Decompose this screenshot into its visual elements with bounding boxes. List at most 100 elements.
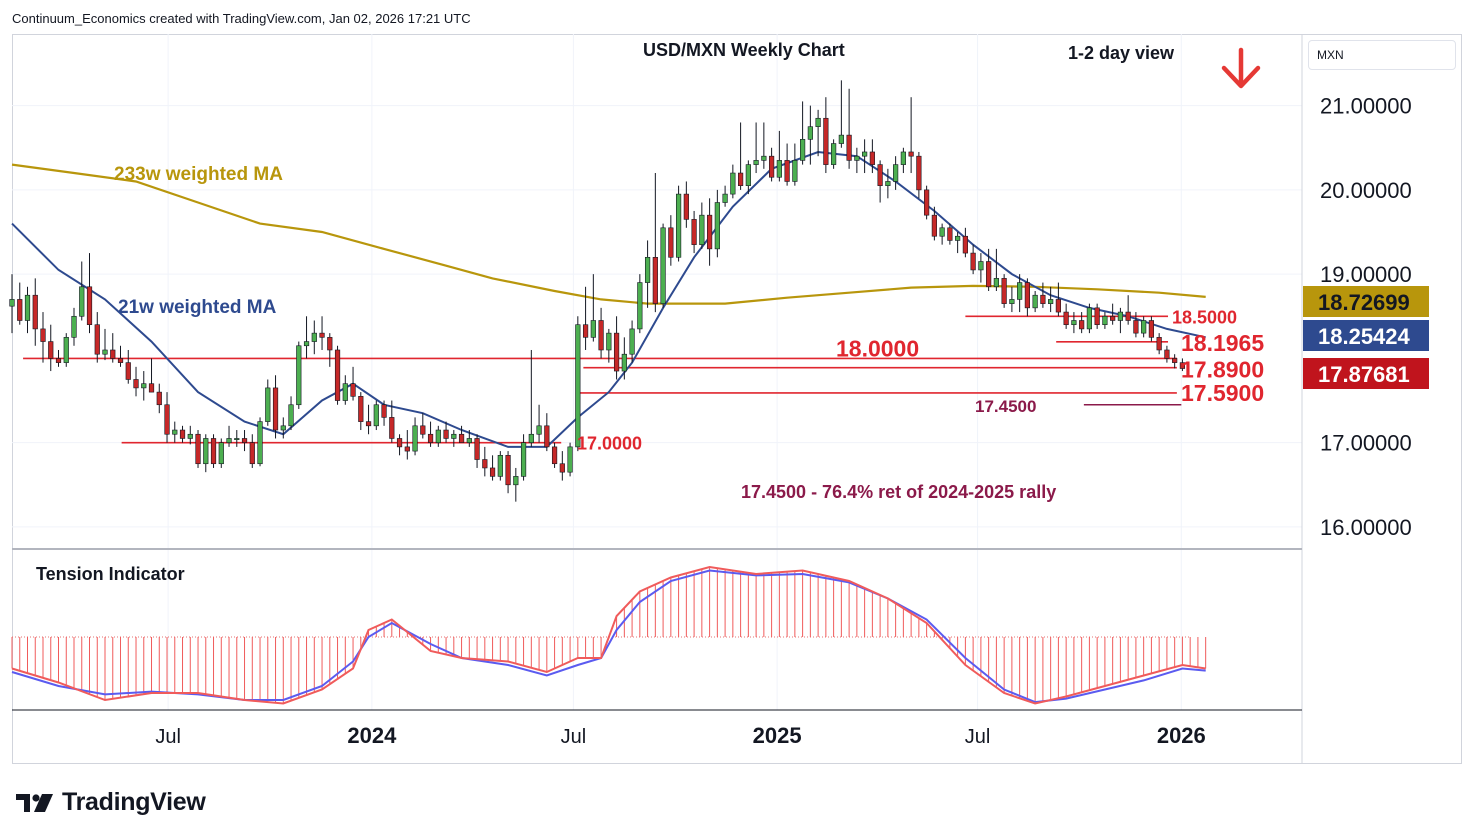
candle: [908, 97, 914, 174]
ma233-line: [11, 163, 1206, 305]
candle-body: [86, 286, 93, 326]
candle: [94, 312, 100, 363]
candle: [110, 333, 116, 363]
candle: [1110, 303, 1116, 325]
candle: [606, 328, 612, 363]
candle-body: [133, 379, 139, 389]
candle-body: [939, 227, 945, 237]
price-badge-value: 18.25424: [1318, 324, 1411, 349]
candle-body: [272, 387, 279, 431]
candle-body: [156, 391, 162, 406]
candle: [807, 105, 813, 165]
support-levels: [23, 315, 1182, 444]
candle-body: [652, 256, 658, 304]
price-badge-value: 17.87681: [1318, 362, 1410, 387]
candle: [40, 312, 46, 363]
tradingview-logo-icon: [16, 793, 53, 812]
candle: [738, 122, 744, 190]
candle-body: [203, 438, 209, 465]
candle-body: [1125, 311, 1131, 321]
candle: [784, 143, 790, 186]
axes: 21.00000 20.00000 19.00000 17.00000 16.00000…: [12, 34, 1412, 764]
candle: [71, 307, 77, 346]
candle: [133, 366, 139, 397]
candle-body: [102, 349, 108, 355]
candle: [257, 417, 263, 467]
tension-main-line: [11, 565, 1206, 705]
candle: [1055, 282, 1061, 317]
candle: [24, 286, 31, 334]
candle-body: [629, 328, 635, 355]
candle: [714, 189, 720, 258]
candle-body: [327, 337, 333, 351]
candle: [846, 88, 852, 169]
candle-body: [582, 324, 589, 338]
candle: [381, 400, 387, 426]
candle-body: [280, 425, 286, 431]
candle: [559, 451, 565, 481]
candle-body: [1179, 362, 1186, 369]
candle-body: [877, 164, 883, 186]
candle-body: [575, 324, 581, 448]
candle-body: [1148, 320, 1155, 338]
candle-body: [544, 425, 550, 448]
candle: [272, 375, 279, 439]
candle: [986, 248, 992, 291]
candle: [48, 324, 54, 372]
candle-body: [210, 438, 217, 465]
candle: [893, 156, 899, 190]
candle: [125, 349, 131, 384]
candlesticks[interactable]: [9, 80, 1186, 502]
currency-selector[interactable]: MXN: [1308, 40, 1456, 70]
candle: [156, 383, 162, 414]
candle-body: [342, 383, 348, 401]
candle: [924, 185, 930, 220]
candle: [9, 274, 15, 334]
candle: [350, 366, 356, 401]
candle-body: [955, 235, 961, 241]
candle-body: [908, 151, 914, 157]
candle: [265, 379, 271, 426]
candle: [675, 185, 682, 262]
candle-body: [854, 155, 860, 161]
candle: [412, 417, 418, 456]
candle-body: [117, 358, 124, 363]
candle: [753, 122, 759, 174]
candle: [396, 434, 403, 456]
candle: [435, 425, 441, 447]
candle: [598, 307, 604, 359]
candle: [660, 223, 666, 308]
ma21-label: 21w weighted MA: [118, 297, 277, 318]
candle-body: [792, 160, 798, 182]
tradingview-logo[interactable]: TradingView: [16, 788, 206, 817]
level-label-17.5900: 17.5900: [1181, 380, 1264, 406]
candle: [699, 202, 705, 249]
candle-body: [691, 219, 697, 245]
candle: [862, 139, 868, 174]
candle: [404, 430, 410, 460]
candle-body: [513, 476, 519, 486]
candle-body: [823, 117, 829, 165]
candle-body: [1110, 315, 1116, 321]
candle: [148, 358, 155, 393]
candle-body: [978, 261, 984, 271]
candle-body: [125, 362, 131, 380]
view-label: 1-2 day view: [1068, 43, 1175, 63]
candle-body: [993, 278, 999, 288]
candle: [319, 316, 325, 350]
tradingview-logo-text: TradingView: [62, 788, 206, 816]
candle: [629, 320, 635, 363]
chart-frame: [12, 34, 1462, 764]
candle: [497, 451, 503, 481]
candle-body: [9, 299, 15, 307]
candle: [1164, 345, 1170, 363]
candle-body: [373, 404, 379, 427]
candle-body: [668, 227, 674, 258]
candle: [854, 147, 860, 174]
candle-body: [869, 151, 875, 165]
tension-signal-line: [11, 569, 1206, 704]
candle-body: [257, 421, 263, 465]
chart-credit: Continuum_Economics created with Trading…: [12, 11, 471, 26]
